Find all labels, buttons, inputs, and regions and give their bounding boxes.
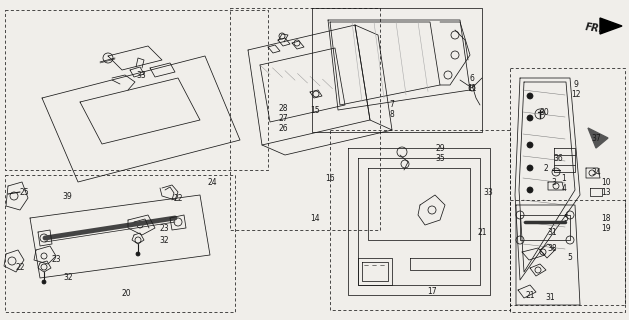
Circle shape [527,142,533,148]
Polygon shape [588,128,608,148]
Text: FR.: FR. [585,22,604,34]
Text: 31: 31 [545,293,555,302]
Circle shape [527,93,533,99]
Text: 11: 11 [467,84,477,92]
Text: 22: 22 [173,194,183,203]
Text: 7: 7 [389,100,394,108]
Text: 30: 30 [539,108,549,116]
Circle shape [136,252,140,256]
Text: 9: 9 [574,79,579,89]
Text: 23: 23 [51,255,61,265]
Text: 1: 1 [562,173,566,182]
Text: 17: 17 [427,287,437,297]
Text: 33: 33 [483,188,493,196]
Text: 26: 26 [278,124,288,132]
Text: 22: 22 [15,263,25,273]
Text: 10: 10 [601,178,611,187]
Text: 5: 5 [567,253,572,262]
Text: 35: 35 [435,154,445,163]
Text: 33: 33 [136,70,146,79]
Text: 37: 37 [591,133,601,142]
Text: 5: 5 [564,213,569,222]
Text: 6: 6 [470,74,474,83]
Text: 31: 31 [547,228,557,236]
Text: 24: 24 [207,178,217,187]
Text: 2: 2 [543,164,548,172]
Text: 36: 36 [553,154,563,163]
Circle shape [527,187,533,193]
Circle shape [527,115,533,121]
Text: 28: 28 [278,103,287,113]
Text: 21: 21 [477,228,487,236]
Text: 8: 8 [389,109,394,118]
Text: 3: 3 [552,178,557,187]
Text: 38: 38 [547,244,557,252]
Polygon shape [600,18,622,34]
Text: 18: 18 [601,213,611,222]
Text: 20: 20 [121,290,131,299]
Text: 32: 32 [159,236,169,244]
Text: 29: 29 [435,143,445,153]
Text: 12: 12 [571,90,581,99]
Text: 15: 15 [310,106,320,115]
Circle shape [42,280,46,284]
Text: 19: 19 [601,223,611,233]
Circle shape [527,165,533,171]
Text: 16: 16 [325,173,335,182]
Text: 25: 25 [19,188,29,196]
Text: 13: 13 [601,188,611,196]
Text: 34: 34 [591,167,601,177]
Text: 14: 14 [310,213,320,222]
Text: 4: 4 [562,183,567,193]
Text: 32: 32 [63,274,73,283]
Text: 21: 21 [525,292,535,300]
Text: 27: 27 [278,114,288,123]
Text: 23: 23 [159,223,169,233]
Text: 39: 39 [62,191,72,201]
